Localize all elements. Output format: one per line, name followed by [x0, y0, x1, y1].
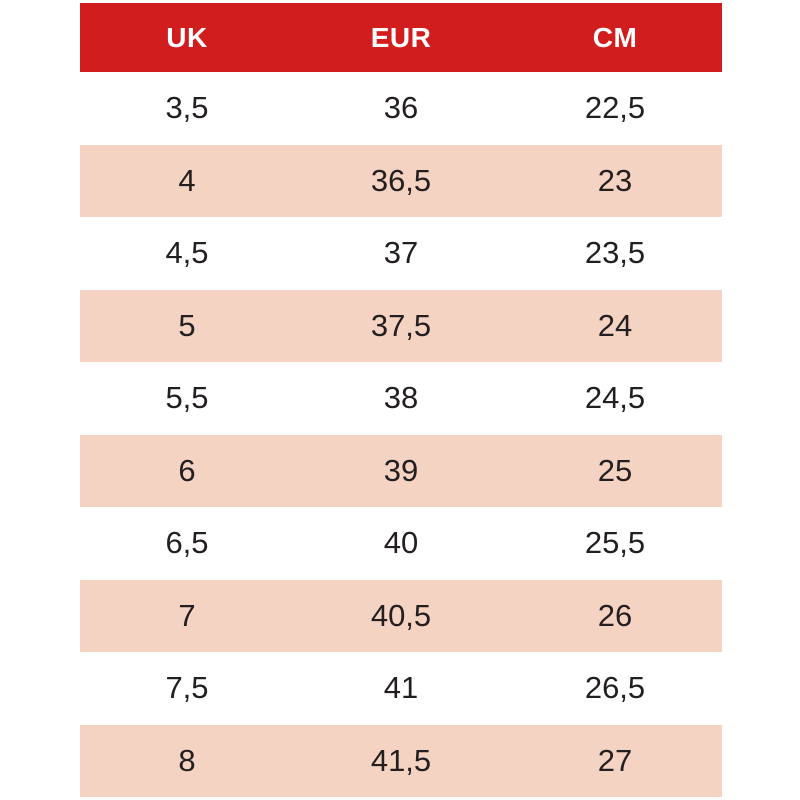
cell-uk: 8 — [178, 742, 196, 778]
cell-cm: 24,5 — [584, 380, 646, 416]
cell-cm: 23 — [597, 162, 633, 198]
cell-eur: 41,5 — [370, 742, 432, 778]
cell-uk: 7 — [178, 597, 196, 633]
cell-cm: 25,5 — [584, 525, 646, 561]
table-row: 4,5 37 23,5 — [80, 217, 722, 290]
cell-uk: 5 — [178, 307, 196, 343]
cell-cm: 24 — [597, 307, 633, 343]
size-conversion-table: UK EUR CM 3,5 36 22,5 4 36,5 23 4,5 37 23,5 5 37,5… — [80, 3, 722, 797]
cell-eur: 40 — [383, 525, 419, 561]
cell-eur: 37 — [383, 235, 419, 271]
cell-cm: 23,5 — [584, 235, 646, 271]
header-cell-cm: CM — [592, 21, 638, 53]
table-row: 7 40,5 26 — [80, 579, 722, 652]
table-row: 7,5 41 26,5 — [80, 652, 722, 725]
table-row: 3,5 36 22,5 — [80, 72, 722, 145]
cell-uk: 6,5 — [165, 525, 209, 561]
table-row: 4 36,5 23 — [80, 144, 722, 217]
cell-eur: 37,5 — [370, 307, 432, 343]
cell-eur: 38 — [383, 380, 419, 416]
header-cell-eur: EUR — [370, 21, 432, 53]
table-row: 6,5 40 25,5 — [80, 507, 722, 580]
cell-cm: 26,5 — [584, 670, 646, 706]
table-row: 5 37,5 24 — [80, 289, 722, 362]
table-header-row: UK EUR CM — [80, 3, 722, 72]
table-body: 3,5 36 22,5 4 36,5 23 4,5 37 23,5 5 37,5 24 5,5 38 24,… — [80, 72, 722, 797]
cell-eur: 39 — [383, 452, 419, 488]
cell-uk: 4 — [178, 162, 196, 198]
cell-uk: 5,5 — [165, 380, 209, 416]
cell-cm: 25 — [597, 452, 633, 488]
table-row: 6 39 25 — [80, 434, 722, 507]
cell-cm: 26 — [597, 597, 633, 633]
cell-uk: 6 — [178, 452, 196, 488]
cell-uk: 3,5 — [165, 90, 209, 126]
cell-eur: 40,5 — [370, 597, 432, 633]
cell-eur: 36,5 — [370, 162, 432, 198]
cell-uk: 7,5 — [165, 670, 209, 706]
header-cell-uk: UK — [166, 21, 208, 53]
cell-uk: 4,5 — [165, 235, 209, 271]
cell-cm: 27 — [597, 742, 633, 778]
cell-eur: 36 — [383, 90, 419, 126]
cell-cm: 22,5 — [584, 90, 646, 126]
table-row: 5,5 38 24,5 — [80, 362, 722, 435]
cell-eur: 41 — [383, 670, 419, 706]
table-row: 8 41,5 27 — [80, 724, 722, 797]
